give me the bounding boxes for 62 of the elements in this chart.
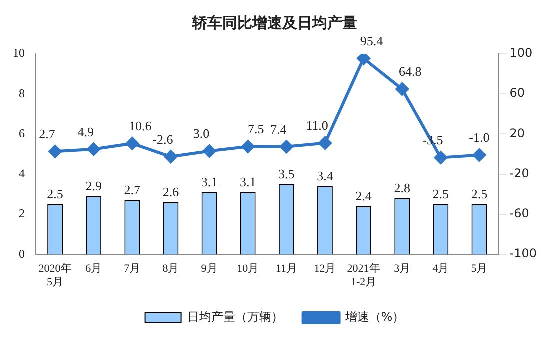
data-label: 10.6 (129, 118, 152, 134)
y-tick-label: 2 (19, 206, 25, 221)
x-tick-label: 8月 (162, 263, 180, 276)
x-tick-label: 11月 (276, 263, 298, 276)
data-label: 7.4 (270, 122, 288, 137)
legend-label: 日均产量（万辆） (187, 310, 284, 324)
data-label: 4.9 (78, 124, 94, 140)
y2-tick-label: -60 (510, 206, 530, 221)
x-tick-label: 2021年 1-2月 (347, 263, 380, 288)
data-label: 2.4 (356, 188, 372, 204)
point (164, 150, 178, 164)
point (472, 148, 486, 162)
data-label: 2.7 (124, 182, 142, 198)
y2-tick-label: -100 (510, 246, 537, 261)
x-tick-label: 5月 (471, 263, 488, 276)
point (203, 144, 216, 158)
point (126, 137, 139, 150)
data-label: 7.5 (248, 122, 264, 137)
x-tick-label: 10月 (237, 263, 260, 276)
x-tick-label: 12月 (314, 263, 336, 276)
point (318, 136, 332, 150)
data-label: 2.5 (47, 186, 64, 202)
data-label: 2.5 (471, 186, 488, 202)
y-tick-label: 6 (19, 126, 25, 140)
x-tick-label: 4月 (432, 263, 450, 276)
y-tick-label: 0 (19, 246, 25, 261)
y2-tick-label: 20 (510, 126, 526, 140)
data-label: 2.5 (432, 186, 450, 202)
y-tick-label: 8 (19, 86, 25, 100)
point (280, 140, 294, 154)
point (48, 145, 62, 158)
data-label: 3.4 (317, 168, 334, 184)
legend-label: 增速（%） (344, 310, 405, 324)
data-label: 2.7 (39, 126, 56, 142)
x-tick-label: 7月 (124, 263, 141, 276)
data-label: 95.4 (360, 34, 384, 49)
data-label: 2.8 (394, 180, 410, 196)
x-tick-label: 2020年 5月 (38, 263, 72, 288)
data-label: -2.6 (152, 132, 174, 147)
data-label: 3.1 (240, 174, 256, 190)
data-label: -1.0 (469, 130, 490, 146)
data-label: 2.6 (162, 184, 180, 200)
x-tick-label: 6月 (86, 263, 102, 276)
point (434, 151, 448, 164)
x-tick-label: 3月 (394, 263, 411, 276)
y-tick-label: 4 (19, 166, 25, 181)
y-tick-label: 10 (13, 46, 25, 60)
data-label: 3.0 (193, 126, 210, 142)
point (242, 140, 255, 154)
y2-tick-label: 60 (510, 86, 526, 100)
chart-title: 轿车同比增速及日均产量 (191, 14, 358, 33)
point (396, 82, 409, 96)
point (87, 142, 100, 156)
point (357, 54, 370, 66)
data-label: 2.9 (86, 178, 102, 194)
y2-tick-label: 100 (510, 46, 533, 60)
data-label: 3.5 (278, 166, 295, 182)
x-tick-label: 9月 (201, 263, 218, 276)
data-label: 64.8 (398, 64, 422, 80)
data-label: 3.1 (201, 174, 218, 190)
y2-tick-label: -20 (510, 166, 530, 180)
data-label: 11.0 (306, 118, 328, 134)
